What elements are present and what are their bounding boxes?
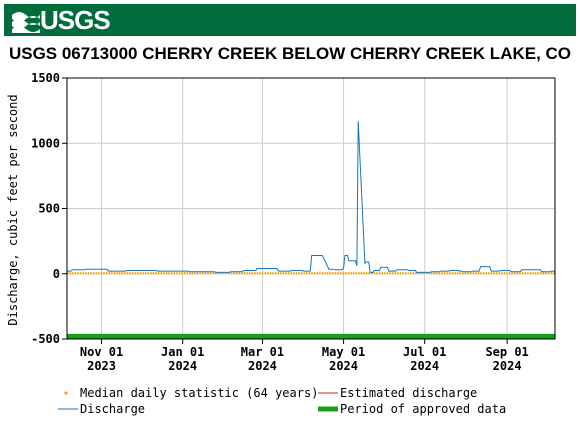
x-tick-label: Nov 01 xyxy=(80,345,123,359)
y-tick-label: 1000 xyxy=(31,136,60,150)
x-tick-year-label: 2024 xyxy=(168,359,197,373)
grid-lines xyxy=(67,77,555,340)
usgs-banner: USGS xyxy=(4,4,576,36)
legend-median-symbol xyxy=(64,391,68,395)
legend: Median daily statistic (64 years) Estimat… xyxy=(58,386,506,416)
legend-label: Estimated discharge xyxy=(340,386,477,400)
y-axis-label: Discharge, cubic feet per second xyxy=(6,94,20,325)
x-tick-label: Sep 01 xyxy=(485,345,528,359)
y-ticks: -500 0 500 1000 1500 xyxy=(31,71,67,346)
discharge-line xyxy=(67,121,555,273)
x-tick-year-label: 2023 xyxy=(87,359,116,373)
x-tick-label: Jul 01 xyxy=(403,345,446,359)
chart-title: USGS 06713000 CHERRY CREEK BELOW CHERRY … xyxy=(9,44,571,63)
y-tick-label: 500 xyxy=(38,202,60,216)
x-tick-year-label: 2024 xyxy=(248,359,277,373)
y-tick-label: 1500 xyxy=(31,71,60,85)
x-tick-label: Jan 01 xyxy=(161,345,204,359)
usgs-logo-text: USGS xyxy=(40,5,111,35)
usgs-logo-icon xyxy=(12,12,40,33)
x-tick-year-label: 2024 xyxy=(493,359,522,373)
x-tick-label: May 01 xyxy=(322,345,365,359)
series-layer xyxy=(67,121,555,339)
legend-label: Discharge xyxy=(80,402,145,416)
y-tick-label: -500 xyxy=(31,332,60,346)
x-tick-year-label: 2024 xyxy=(410,359,439,373)
legend-label: Median daily statistic (64 years) xyxy=(80,386,318,400)
legend-label: Period of approved data xyxy=(340,402,506,416)
x-tick-label: Mar 01 xyxy=(241,345,284,359)
y-tick-label: 0 xyxy=(53,267,60,281)
x-tick-year-label: 2024 xyxy=(329,359,358,373)
